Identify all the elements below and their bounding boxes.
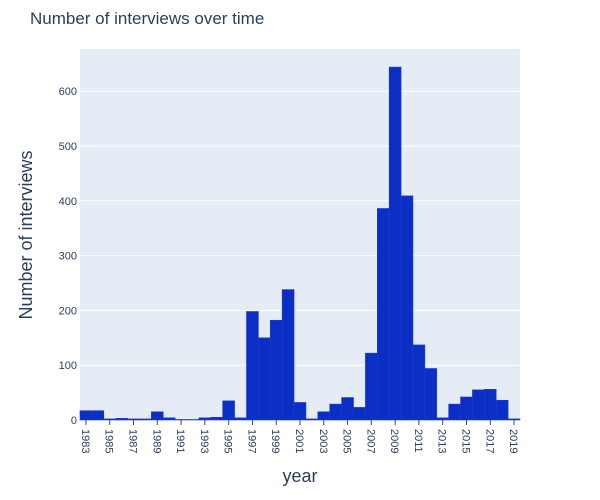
bar (91, 410, 105, 421)
x-tick-label: 1995 (222, 429, 234, 453)
bar (317, 411, 331, 421)
bar (115, 418, 128, 421)
bar (460, 396, 473, 421)
bar (258, 337, 271, 421)
x-tick-label: 1991 (174, 429, 186, 453)
x-tick-label: 2017 (483, 429, 495, 453)
x-tick-label: 2011 (412, 429, 424, 453)
x-tick-label: 1993 (198, 429, 210, 453)
x-axis-title: year (282, 466, 317, 486)
bar (365, 352, 378, 421)
y-axis-ticks: 0 100 200 300 400 500 600 (59, 86, 77, 427)
y-tick-label: 600 (59, 86, 77, 98)
x-tick-label: 1997 (245, 429, 257, 453)
bar (210, 416, 224, 421)
bar (293, 402, 307, 421)
bar (234, 417, 247, 421)
x-tick-label: 2005 (341, 429, 353, 453)
bar (436, 417, 449, 421)
bar (484, 389, 497, 421)
bar (329, 403, 342, 421)
x-tick-label: 2009 (388, 429, 400, 453)
x-tick-label: 1983 (79, 429, 91, 453)
x-tick-label: 1999 (269, 429, 281, 453)
x-tick-label: 2007 (364, 429, 376, 453)
bar (162, 417, 176, 421)
y-tick-label: 0 (71, 415, 77, 427)
bar (139, 418, 152, 421)
bar (353, 407, 366, 421)
x-tick-label: 1985 (103, 429, 115, 453)
bar (448, 403, 461, 421)
bar (127, 418, 140, 421)
x-tick-label: 2019 (507, 429, 519, 453)
bar (424, 368, 438, 421)
y-tick-label: 500 (59, 141, 77, 153)
bar (400, 195, 414, 421)
bar (412, 344, 426, 421)
x-axis-ticks: 1983 1985 1987 1989 1991 1993 1995 1997 1999 2001… (79, 420, 519, 453)
bar (376, 208, 390, 421)
bar (79, 410, 93, 421)
x-tick-label: 2015 (459, 429, 471, 453)
y-tick-label: 100 (59, 360, 77, 372)
chart-title: Number of interviews over time (30, 9, 265, 28)
bar (103, 418, 116, 421)
bar (388, 66, 402, 421)
x-tick-label: 2003 (317, 429, 329, 453)
x-tick-label: 2013 (436, 429, 448, 453)
y-tick-label: 200 (59, 305, 77, 317)
bar (495, 399, 509, 421)
bar (281, 289, 295, 421)
bar (186, 419, 200, 421)
bar (269, 319, 283, 421)
y-tick-label: 400 (59, 196, 77, 208)
bar (174, 419, 188, 421)
x-tick-label: 1989 (150, 429, 162, 453)
bars (79, 66, 521, 421)
bar (198, 417, 212, 421)
bar (341, 397, 354, 421)
bar (472, 389, 485, 421)
x-tick-label: 1987 (127, 429, 139, 453)
bar (246, 311, 259, 421)
bar (151, 411, 164, 421)
y-tick-label: 300 (59, 251, 77, 263)
plot-area (80, 49, 520, 420)
x-tick-label: 2001 (293, 429, 305, 453)
bar (507, 418, 521, 421)
bar (222, 400, 235, 421)
bar (305, 418, 319, 421)
y-axis-title: Number of interviews (16, 150, 36, 319)
